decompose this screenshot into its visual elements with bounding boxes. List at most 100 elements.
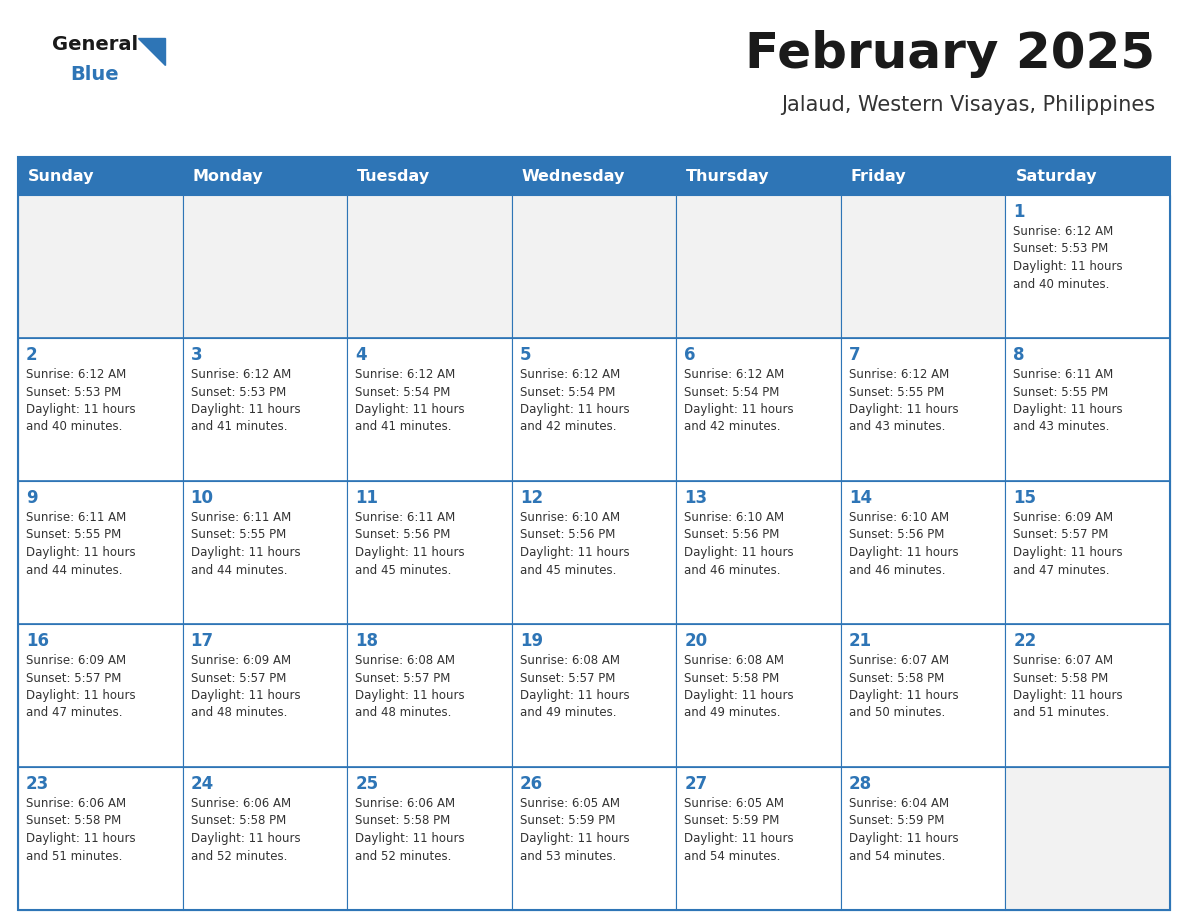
Text: General: General [52,35,138,54]
Bar [512,767,676,910]
Text: 22: 22 [1013,632,1037,650]
Bar [183,481,347,624]
Text: Sunset: 5:55 PM: Sunset: 5:55 PM [26,529,121,542]
Text: Sunset: 5:58 PM: Sunset: 5:58 PM [684,671,779,685]
Text: Sunrise: 6:06 AM: Sunrise: 6:06 AM [355,797,455,810]
Text: Sunrise: 6:12 AM: Sunrise: 6:12 AM [1013,225,1113,238]
Text: Sunset: 5:57 PM: Sunset: 5:57 PM [1013,529,1108,542]
Text: and 46 minutes.: and 46 minutes. [684,564,781,577]
Text: Sunset: 5:56 PM: Sunset: 5:56 PM [355,529,450,542]
Text: 19: 19 [519,632,543,650]
Text: Daylight: 11 hours: Daylight: 11 hours [355,403,465,416]
Text: Sunrise: 6:06 AM: Sunrise: 6:06 AM [26,797,126,810]
Text: Sunset: 5:59 PM: Sunset: 5:59 PM [519,814,615,827]
Bar [676,767,841,910]
Text: and 49 minutes.: and 49 minutes. [519,707,617,720]
Bar [183,624,347,767]
Text: 23: 23 [26,775,49,793]
Text: Sunrise: 6:08 AM: Sunrise: 6:08 AM [519,654,620,667]
Bar [676,195,841,338]
Text: Daylight: 11 hours: Daylight: 11 hours [519,689,630,702]
Text: Sunrise: 6:12 AM: Sunrise: 6:12 AM [190,368,291,381]
Text: Sunrise: 6:09 AM: Sunrise: 6:09 AM [190,654,291,667]
Text: Sunrise: 6:12 AM: Sunrise: 6:12 AM [849,368,949,381]
Text: Daylight: 11 hours: Daylight: 11 hours [519,832,630,845]
Text: Sunrise: 6:10 AM: Sunrise: 6:10 AM [684,511,784,524]
Bar [183,195,347,338]
Text: Daylight: 11 hours: Daylight: 11 hours [355,689,465,702]
Text: Daylight: 11 hours: Daylight: 11 hours [190,403,301,416]
Text: Daylight: 11 hours: Daylight: 11 hours [684,546,794,559]
Text: Jalaud, Western Visayas, Philippines: Jalaud, Western Visayas, Philippines [781,95,1155,115]
Text: Sunrise: 6:08 AM: Sunrise: 6:08 AM [684,654,784,667]
Text: and 44 minutes.: and 44 minutes. [190,564,287,577]
Bar [18,195,183,338]
Polygon shape [138,38,165,65]
Text: and 47 minutes.: and 47 minutes. [1013,564,1110,577]
Text: and 54 minutes.: and 54 minutes. [684,849,781,863]
Text: Sunset: 5:56 PM: Sunset: 5:56 PM [684,529,779,542]
Text: Daylight: 11 hours: Daylight: 11 hours [355,832,465,845]
Text: and 51 minutes.: and 51 minutes. [26,849,122,863]
Text: Sunrise: 6:09 AM: Sunrise: 6:09 AM [1013,511,1113,524]
Bar [841,767,1005,910]
Text: Sunrise: 6:11 AM: Sunrise: 6:11 AM [1013,368,1113,381]
Text: and 47 minutes.: and 47 minutes. [26,707,122,720]
Bar [512,624,676,767]
Text: Sunset: 5:57 PM: Sunset: 5:57 PM [355,671,450,685]
Text: Sunset: 5:54 PM: Sunset: 5:54 PM [519,386,615,398]
Bar [18,157,1170,910]
Text: and 45 minutes.: and 45 minutes. [355,564,451,577]
Text: Sunrise: 6:04 AM: Sunrise: 6:04 AM [849,797,949,810]
Text: 9: 9 [26,489,38,507]
Text: Sunset: 5:56 PM: Sunset: 5:56 PM [849,529,944,542]
Bar [18,338,183,481]
Text: Sunrise: 6:12 AM: Sunrise: 6:12 AM [519,368,620,381]
Bar [18,767,183,910]
Text: Sunrise: 6:05 AM: Sunrise: 6:05 AM [519,797,620,810]
Text: and 41 minutes.: and 41 minutes. [355,420,451,433]
Text: and 50 minutes.: and 50 minutes. [849,707,946,720]
Bar [18,624,183,767]
Text: Sunrise: 6:12 AM: Sunrise: 6:12 AM [684,368,784,381]
Text: Sunset: 5:59 PM: Sunset: 5:59 PM [849,814,944,827]
Text: 27: 27 [684,775,708,793]
Text: Friday: Friday [851,169,906,184]
Text: and 41 minutes.: and 41 minutes. [190,420,287,433]
Text: and 44 minutes.: and 44 minutes. [26,564,122,577]
Text: and 48 minutes.: and 48 minutes. [190,707,287,720]
Text: and 54 minutes.: and 54 minutes. [849,849,946,863]
Text: Daylight: 11 hours: Daylight: 11 hours [684,832,794,845]
Text: 21: 21 [849,632,872,650]
Text: 3: 3 [190,346,202,364]
Text: Daylight: 11 hours: Daylight: 11 hours [190,689,301,702]
Bar [841,338,1005,481]
Text: and 53 minutes.: and 53 minutes. [519,849,615,863]
Text: 8: 8 [1013,346,1025,364]
Text: Sunset: 5:56 PM: Sunset: 5:56 PM [519,529,615,542]
Text: Daylight: 11 hours: Daylight: 11 hours [1013,260,1123,273]
Text: and 52 minutes.: and 52 minutes. [355,849,451,863]
Bar [841,195,1005,338]
Text: Daylight: 11 hours: Daylight: 11 hours [684,689,794,702]
Text: and 43 minutes.: and 43 minutes. [1013,420,1110,433]
Text: Daylight: 11 hours: Daylight: 11 hours [1013,403,1123,416]
Text: Daylight: 11 hours: Daylight: 11 hours [519,546,630,559]
Bar [676,481,841,624]
Text: 11: 11 [355,489,378,507]
Bar [1005,338,1170,481]
Text: and 43 minutes.: and 43 minutes. [849,420,946,433]
Bar [18,481,183,624]
Text: and 52 minutes.: and 52 minutes. [190,849,287,863]
Text: and 51 minutes.: and 51 minutes. [1013,707,1110,720]
Bar [183,338,347,481]
Text: Sunset: 5:53 PM: Sunset: 5:53 PM [190,386,286,398]
Text: Sunrise: 6:11 AM: Sunrise: 6:11 AM [26,511,126,524]
Text: Saturday: Saturday [1016,169,1097,184]
Text: Sunset: 5:58 PM: Sunset: 5:58 PM [190,814,286,827]
Text: Sunrise: 6:08 AM: Sunrise: 6:08 AM [355,654,455,667]
Text: Daylight: 11 hours: Daylight: 11 hours [26,689,135,702]
Text: 7: 7 [849,346,860,364]
Text: Sunday: Sunday [29,169,95,184]
Text: 18: 18 [355,632,378,650]
